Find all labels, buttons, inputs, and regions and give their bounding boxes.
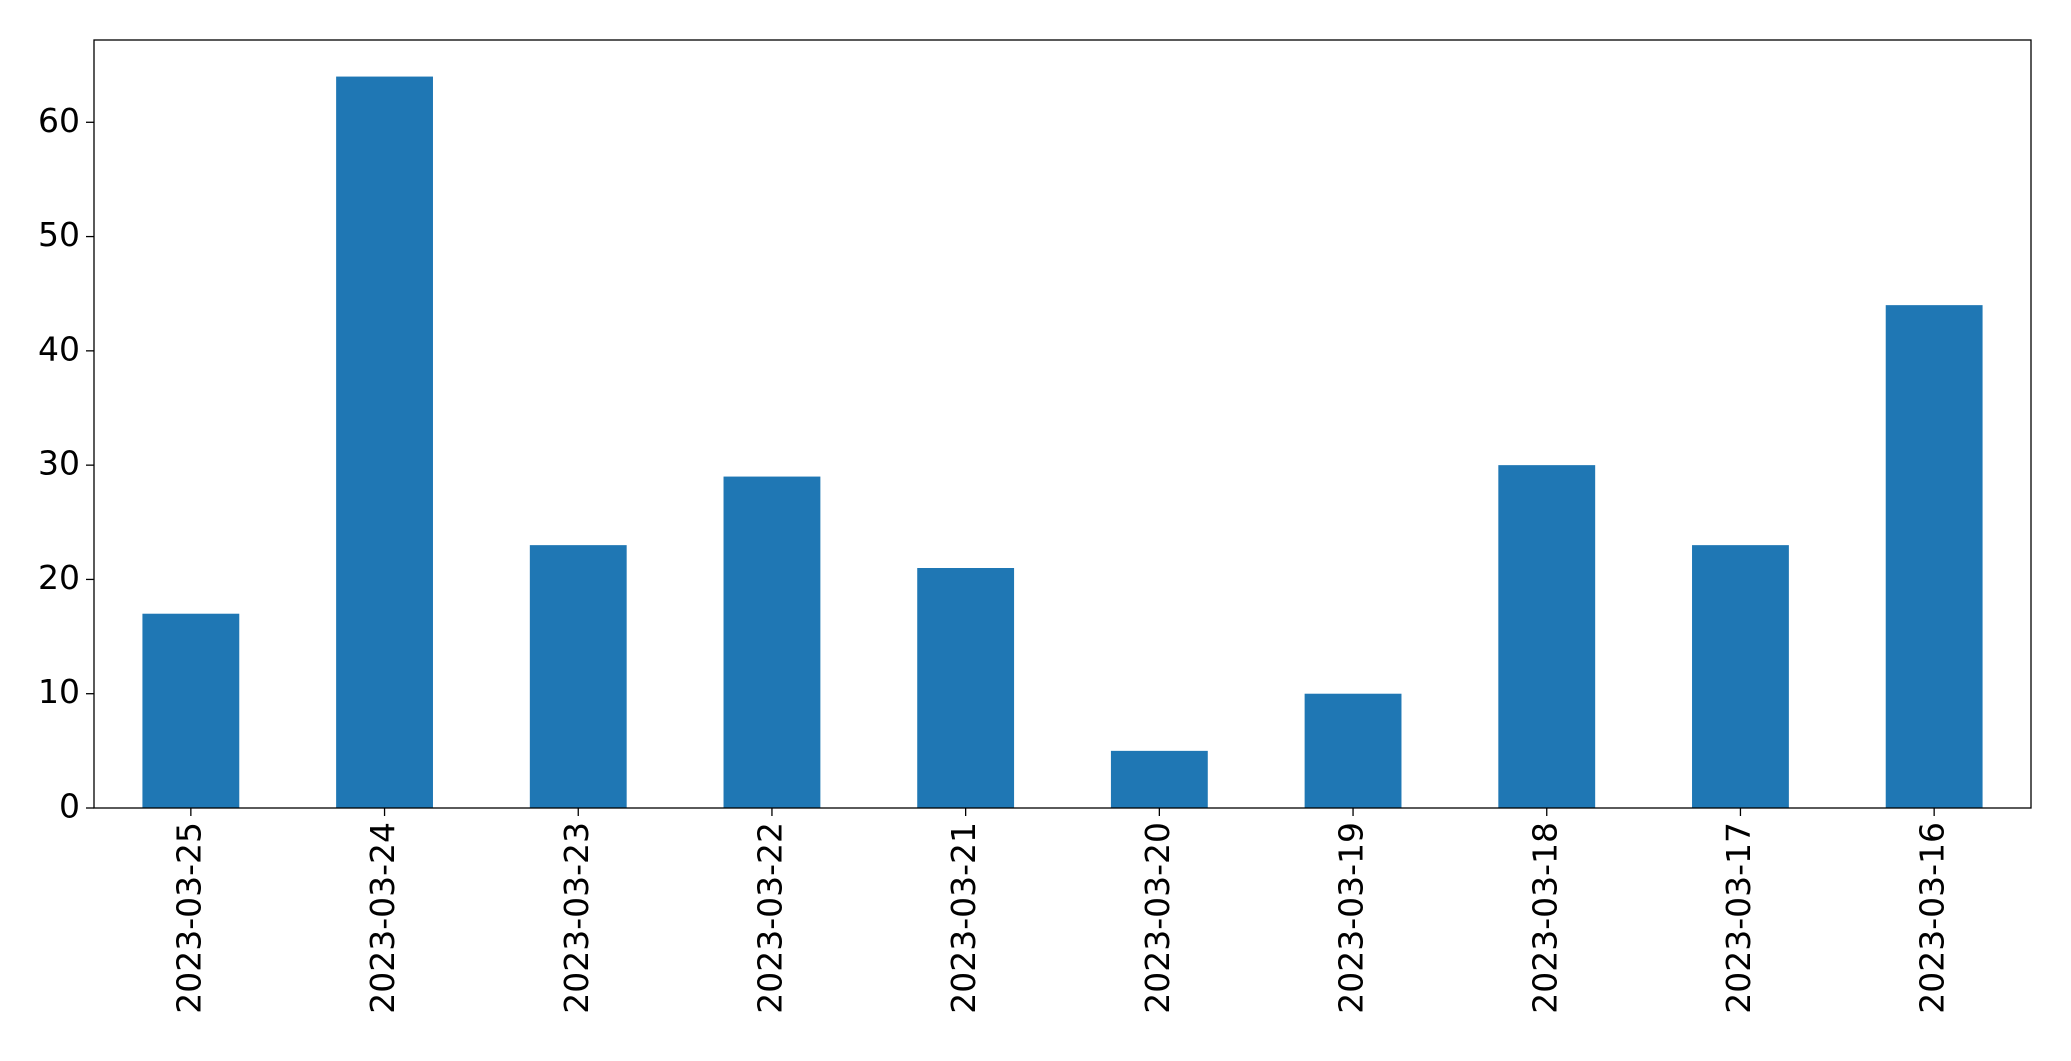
- x-tick-label: 2023-03-17: [1719, 822, 1758, 1014]
- x-tick-label: 2023-03-22: [750, 822, 789, 1014]
- y-tick-label: 10: [38, 672, 80, 711]
- x-tick-label: 2023-03-18: [1525, 822, 1564, 1014]
- y-tick-label: 0: [59, 787, 80, 826]
- bar: [1692, 545, 1789, 808]
- x-tick-label: 2023-03-25: [169, 822, 208, 1014]
- bar: [1885, 305, 1983, 808]
- y-tick-label: 30: [38, 444, 80, 483]
- x-tick-label: 2023-03-16: [1913, 822, 1952, 1014]
- bar: [1110, 750, 1208, 808]
- plot-frame: [93, 39, 2032, 809]
- x-tick-label: 2023-03-19: [1332, 822, 1371, 1014]
- bar: [529, 545, 627, 808]
- bar: [917, 568, 1015, 808]
- x-tick-label: 2023-03-20: [1138, 822, 1177, 1014]
- bar: [336, 76, 433, 809]
- bar: [723, 476, 821, 808]
- bar: [142, 613, 240, 808]
- bar: [1304, 693, 1402, 808]
- y-tick-label: 20: [38, 558, 80, 597]
- x-tick-label: 2023-03-23: [557, 822, 596, 1014]
- y-tick-label: 60: [38, 101, 80, 140]
- x-tick-label: 2023-03-21: [944, 822, 983, 1014]
- y-tick-label: 50: [38, 215, 80, 254]
- x-tick-label: 2023-03-24: [363, 822, 402, 1014]
- y-tick-label: 40: [38, 329, 80, 368]
- bar: [1498, 465, 1596, 808]
